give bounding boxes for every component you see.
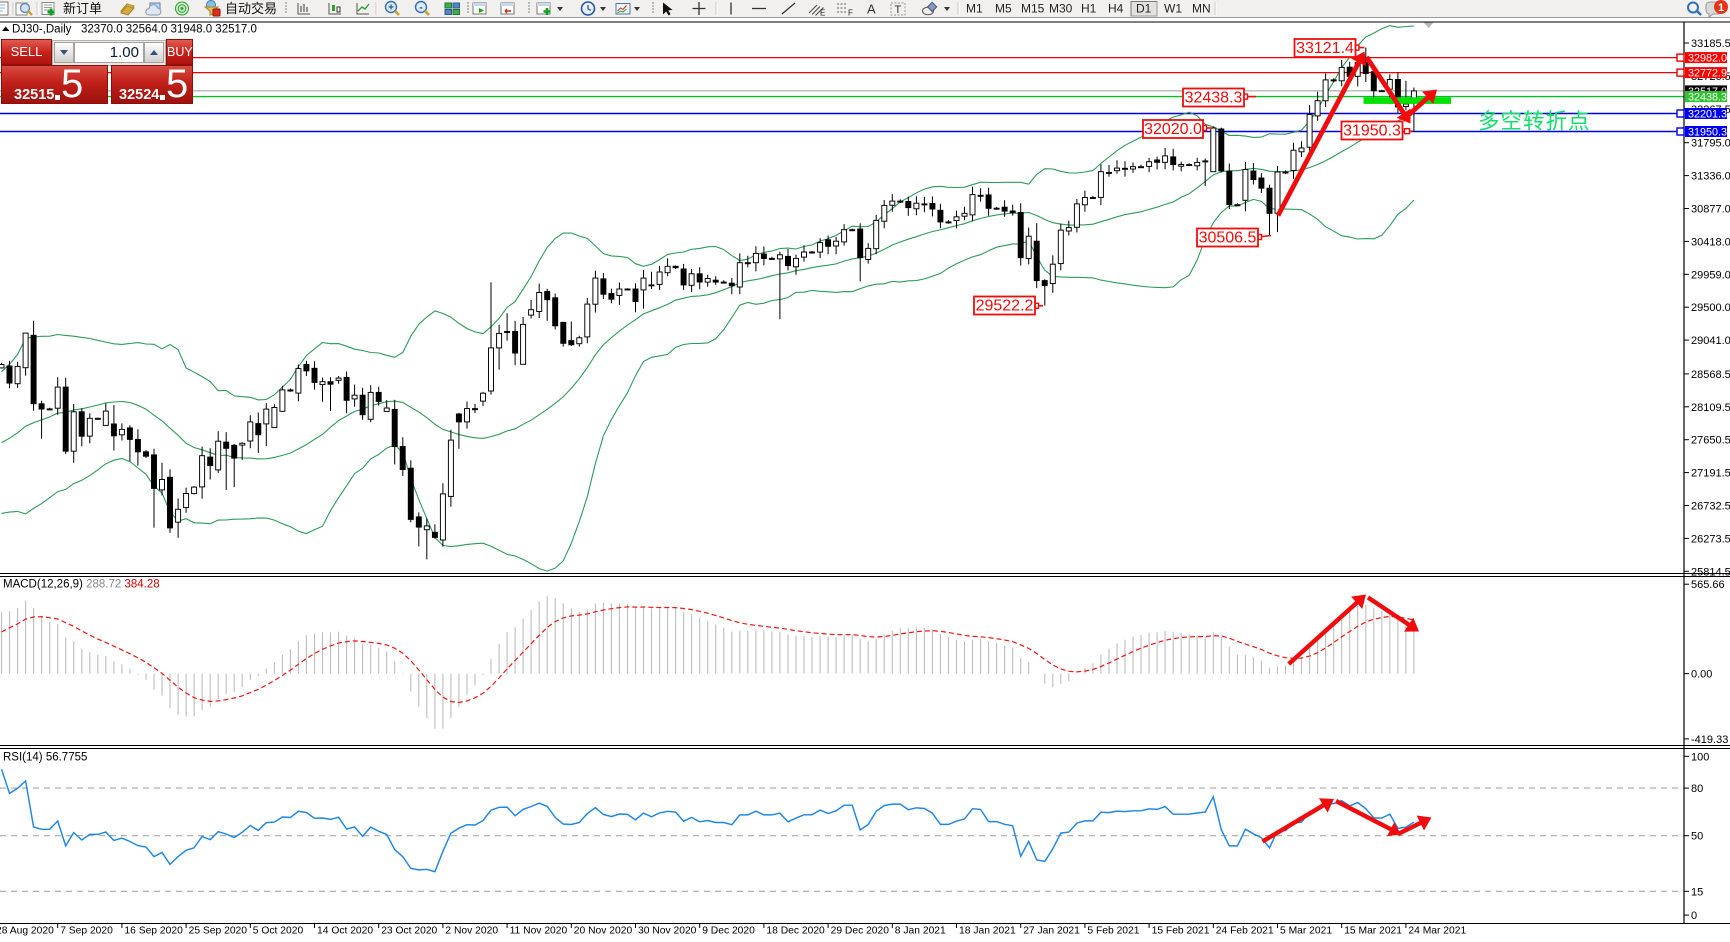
svg-text:30 Nov 2020: 30 Nov 2020 bbox=[638, 926, 697, 937]
svg-text:26273.5: 26273.5 bbox=[1691, 533, 1730, 545]
svg-text:新订单: 新订单 bbox=[63, 1, 102, 16]
svg-text:7 Sep 2020: 7 Sep 2020 bbox=[60, 926, 113, 937]
svg-text:M5: M5 bbox=[995, 2, 1012, 16]
svg-text:15: 15 bbox=[1691, 886, 1703, 898]
svg-text:5 Oct 2020: 5 Oct 2020 bbox=[253, 926, 304, 937]
svg-text:31795.0: 31795.0 bbox=[1691, 138, 1730, 150]
svg-text:31950.3: 31950.3 bbox=[1343, 123, 1401, 140]
svg-text:25 Sep 2020: 25 Sep 2020 bbox=[189, 926, 248, 937]
svg-text:32020.0: 32020.0 bbox=[1144, 121, 1202, 138]
svg-text:M1: M1 bbox=[966, 2, 983, 16]
svg-text:5 Mar 2021: 5 Mar 2021 bbox=[1280, 926, 1332, 937]
svg-text:27650.5: 27650.5 bbox=[1691, 435, 1730, 447]
svg-text:H4: H4 bbox=[1108, 2, 1124, 16]
svg-text:2 Nov 2020: 2 Nov 2020 bbox=[445, 926, 498, 937]
svg-text:31950.3: 31950.3 bbox=[1688, 127, 1727, 139]
svg-text:E: E bbox=[820, 9, 825, 18]
svg-text:15 Feb 2021: 15 Feb 2021 bbox=[1152, 926, 1210, 937]
svg-text:16 Sep 2020: 16 Sep 2020 bbox=[124, 926, 183, 937]
svg-text:29 Dec 2020: 29 Dec 2020 bbox=[831, 926, 890, 937]
svg-text:28 Aug 2020: 28 Aug 2020 bbox=[0, 926, 54, 937]
svg-text:A: A bbox=[867, 2, 876, 17]
svg-text:0: 0 bbox=[1691, 910, 1697, 922]
svg-text:80: 80 bbox=[1691, 783, 1703, 795]
svg-text:32772.9: 32772.9 bbox=[1688, 68, 1727, 80]
svg-text:MN: MN bbox=[1192, 2, 1211, 16]
svg-text:32982.0: 32982.0 bbox=[1688, 53, 1727, 65]
svg-text:8 Jan 2021: 8 Jan 2021 bbox=[895, 926, 946, 937]
svg-text:33121.4: 33121.4 bbox=[1296, 40, 1354, 57]
svg-text:27 Jan 2021: 27 Jan 2021 bbox=[1023, 926, 1080, 937]
svg-text:+: + bbox=[388, 3, 394, 14]
svg-text:23 Oct 2020: 23 Oct 2020 bbox=[381, 926, 437, 937]
svg-text:28109.5: 28109.5 bbox=[1691, 402, 1730, 414]
svg-text:20 Nov 2020: 20 Nov 2020 bbox=[574, 926, 633, 937]
svg-text:28568.5: 28568.5 bbox=[1691, 369, 1730, 381]
svg-text:30877.0: 30877.0 bbox=[1691, 204, 1730, 216]
svg-text:-: - bbox=[419, 3, 422, 14]
svg-text:H1: H1 bbox=[1081, 2, 1097, 16]
svg-text:-419.33: -419.33 bbox=[1691, 734, 1728, 746]
svg-text:F: F bbox=[848, 9, 853, 18]
svg-text:DJ30-,Daily 32370.0 32564.0: DJ30-,Daily 32370.0 32564.0 31948.0 3251… bbox=[12, 24, 257, 36]
svg-text:31336.0: 31336.0 bbox=[1691, 171, 1730, 183]
svg-text:29522.2: 29522.2 bbox=[976, 298, 1034, 315]
svg-text:32201.3: 32201.3 bbox=[1688, 109, 1727, 121]
svg-text:多空转折点: 多空转折点 bbox=[1478, 110, 1591, 134]
svg-text:100: 100 bbox=[1691, 751, 1709, 763]
svg-text:32438.3: 32438.3 bbox=[1688, 92, 1727, 104]
svg-text:24 Mar 2021: 24 Mar 2021 bbox=[1408, 926, 1466, 937]
svg-text:29041.0: 29041.0 bbox=[1691, 335, 1730, 347]
svg-text:1: 1 bbox=[1718, 2, 1724, 14]
svg-text:29959.0: 29959.0 bbox=[1691, 269, 1730, 281]
svg-text:50: 50 bbox=[1691, 831, 1703, 843]
svg-text:自动交易: 自动交易 bbox=[225, 1, 277, 16]
svg-text:27191.5: 27191.5 bbox=[1691, 468, 1730, 480]
svg-text:30418.0: 30418.0 bbox=[1691, 236, 1730, 248]
svg-text:14 Oct 2020: 14 Oct 2020 bbox=[317, 926, 373, 937]
svg-text:T: T bbox=[895, 4, 902, 16]
svg-text:9 Dec 2020: 9 Dec 2020 bbox=[702, 926, 755, 937]
svg-text:18 Jan 2021: 18 Jan 2021 bbox=[959, 926, 1016, 937]
svg-text:W1: W1 bbox=[1164, 2, 1182, 16]
svg-text:15 Mar 2021: 15 Mar 2021 bbox=[1344, 926, 1402, 937]
svg-text:32438.3: 32438.3 bbox=[1185, 90, 1243, 107]
svg-text:24 Feb 2021: 24 Feb 2021 bbox=[1216, 926, 1274, 937]
svg-text:565.66: 565.66 bbox=[1691, 579, 1725, 591]
svg-text:D1: D1 bbox=[1136, 2, 1152, 16]
svg-text:M15: M15 bbox=[1021, 2, 1045, 16]
svg-text:33185.5: 33185.5 bbox=[1691, 38, 1730, 50]
svg-text:18 Dec 2020: 18 Dec 2020 bbox=[766, 926, 825, 937]
svg-text:RSI(14) 56.7755: RSI(14) 56.7755 bbox=[3, 752, 87, 764]
svg-text:MACD(12,26,9) 288.72 384.28: MACD(12,26,9) 288.72 384.28 bbox=[3, 579, 160, 591]
svg-text:M30: M30 bbox=[1049, 2, 1073, 16]
svg-text:25814.5: 25814.5 bbox=[1691, 566, 1730, 578]
svg-text:5 Feb 2021: 5 Feb 2021 bbox=[1087, 926, 1139, 937]
svg-text:26732.5: 26732.5 bbox=[1691, 501, 1730, 513]
svg-text:11 Nov 2020: 11 Nov 2020 bbox=[510, 926, 568, 937]
svg-text:0.00: 0.00 bbox=[1691, 669, 1712, 681]
svg-text:29500.0: 29500.0 bbox=[1691, 302, 1730, 314]
svg-text:30506.5: 30506.5 bbox=[1199, 230, 1257, 247]
